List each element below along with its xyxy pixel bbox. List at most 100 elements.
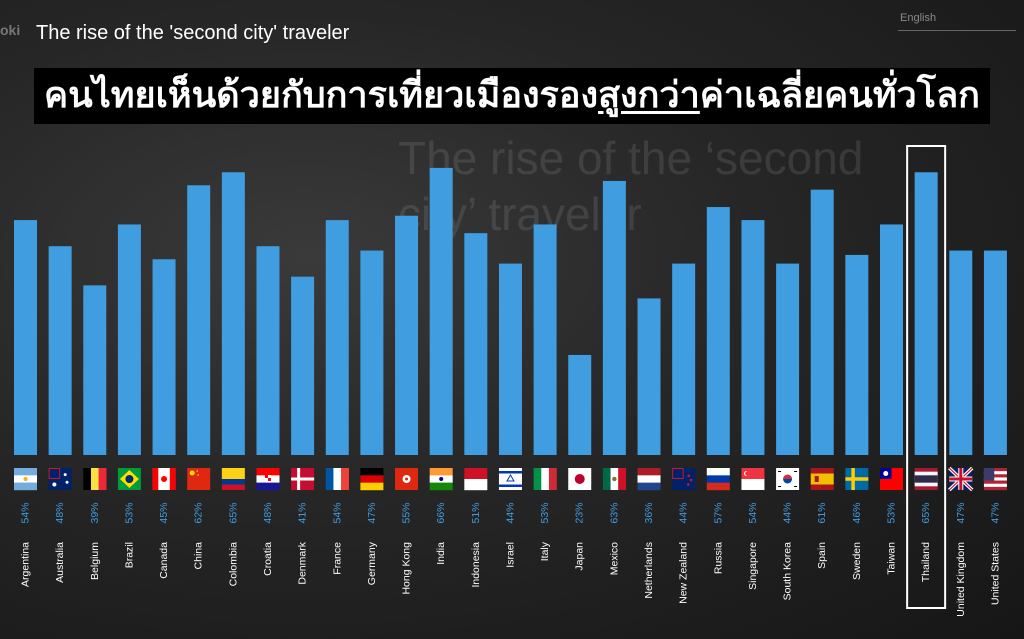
flag-united-kingdom-icon xyxy=(948,466,974,492)
flag-argentina-icon xyxy=(14,468,37,491)
flag-israel-icon xyxy=(498,468,522,490)
bar-south-korea xyxy=(776,263,800,455)
category-label: United States xyxy=(989,542,1001,605)
category-label: Hong Kong xyxy=(401,542,413,595)
bar-australia xyxy=(48,246,72,455)
language-selector[interactable]: English xyxy=(900,12,937,24)
bar-canada xyxy=(152,259,176,455)
flag-spain-icon xyxy=(810,468,834,490)
value-label: 45% xyxy=(158,502,170,523)
value-label: 61% xyxy=(816,502,828,523)
flag-singapore-icon xyxy=(741,468,765,490)
value-label: 63% xyxy=(608,502,620,523)
bar-china xyxy=(187,185,211,456)
value-label: 48% xyxy=(262,502,274,523)
bar-new-zealand xyxy=(672,263,696,455)
category-label: Germany xyxy=(366,541,378,585)
flag-sweden-icon xyxy=(845,468,869,490)
flag-netherlands-icon xyxy=(637,468,661,491)
logo: oki xyxy=(0,22,21,38)
flag-australia-icon xyxy=(48,468,72,490)
flag-hong-kong-icon xyxy=(395,468,419,490)
category-label: Netherlands xyxy=(643,542,655,599)
value-label: 53% xyxy=(886,502,898,523)
category-label: Singapore xyxy=(747,542,759,590)
bar-italy xyxy=(533,224,557,455)
flag-brazil-icon xyxy=(117,468,141,490)
bar-taiwan xyxy=(880,224,903,455)
category-label: France xyxy=(331,542,343,575)
title-banner: คนไทยเห็นด้วยกับการเที่ยวเมืองรองสูงกว่า… xyxy=(34,68,990,124)
value-label: 65% xyxy=(920,502,932,523)
value-label: 48% xyxy=(54,502,66,523)
value-label: 54% xyxy=(331,502,343,523)
flag-new-zealand-icon xyxy=(672,468,696,490)
flag-mexico-icon xyxy=(602,468,627,490)
value-label: 65% xyxy=(227,502,239,523)
bar-india xyxy=(429,167,453,455)
bar-singapore xyxy=(741,220,765,455)
bar-mexico xyxy=(602,180,626,455)
bar-thailand xyxy=(914,172,938,455)
value-label: 66% xyxy=(435,502,447,523)
category-label: Taiwan xyxy=(886,542,898,575)
category-label: Italy xyxy=(539,541,551,561)
value-label: 55% xyxy=(401,502,413,523)
category-label: China xyxy=(193,542,205,570)
category-label: Mexico xyxy=(608,542,620,575)
category-label: Spain xyxy=(816,542,828,569)
category-label: Israel xyxy=(504,542,516,568)
title-part-1: คนไทยเห็นด้วยกับการเที่ยวเมืองรอง xyxy=(44,74,599,115)
bar-argentina xyxy=(14,220,37,455)
value-label: 53% xyxy=(123,502,135,523)
value-label: 51% xyxy=(470,502,482,523)
bar-united-states xyxy=(983,250,1007,455)
category-label: India xyxy=(435,542,447,565)
flag-japan-icon xyxy=(568,468,592,490)
flag-south-korea-icon xyxy=(776,468,800,490)
category-label: Denmark xyxy=(297,541,309,584)
value-label: 44% xyxy=(504,502,516,523)
flag-germany-icon xyxy=(360,468,384,491)
category-label: Argentina xyxy=(20,542,32,587)
bar-indonesia xyxy=(464,233,488,455)
chart-title: คนไทยเห็นด้วยกับการเที่ยวเมืองรองสูงกว่า… xyxy=(44,72,980,118)
bar-denmark xyxy=(291,276,315,455)
flag-russia-icon xyxy=(706,468,730,491)
value-label: 41% xyxy=(297,502,309,523)
bar-united-kingdom xyxy=(949,250,973,455)
flag-united-states-icon xyxy=(983,468,1007,491)
flag-denmark-icon xyxy=(291,468,315,490)
category-label: Belgium xyxy=(89,542,101,580)
title-part-2: ค่าเฉลี่ยคนทั่วโลก xyxy=(699,74,980,115)
bar-colombia xyxy=(221,172,245,455)
bar-belgium xyxy=(83,285,107,455)
language-underline xyxy=(898,30,1016,31)
category-label: United Kingdom xyxy=(955,542,967,617)
title-underlined: สูงกว่า xyxy=(598,74,700,115)
flag-china-icon xyxy=(187,468,211,490)
value-label: 53% xyxy=(539,502,551,523)
category-label: Australia xyxy=(54,542,66,583)
value-label: 46% xyxy=(851,502,863,523)
bar-germany xyxy=(360,250,384,455)
category-label: Croatia xyxy=(262,542,274,576)
value-label: 54% xyxy=(747,502,759,523)
value-label: 62% xyxy=(193,502,205,523)
value-label: 44% xyxy=(678,502,690,523)
value-label: 47% xyxy=(989,502,1001,523)
flag-india-icon xyxy=(429,468,453,491)
bar-israel xyxy=(498,263,522,455)
flag-france-icon xyxy=(325,468,349,490)
category-label: Thailand xyxy=(920,542,932,582)
category-label: Sweden xyxy=(851,542,863,580)
category-label: Japan xyxy=(574,542,586,571)
value-label: 39% xyxy=(89,502,101,523)
flag-colombia-icon xyxy=(221,468,245,490)
bar-russia xyxy=(706,207,730,455)
flag-croatia-icon xyxy=(256,468,280,491)
flag-taiwan-icon xyxy=(880,468,903,490)
highlight-box xyxy=(906,145,947,609)
category-label: Colombia xyxy=(227,542,239,587)
